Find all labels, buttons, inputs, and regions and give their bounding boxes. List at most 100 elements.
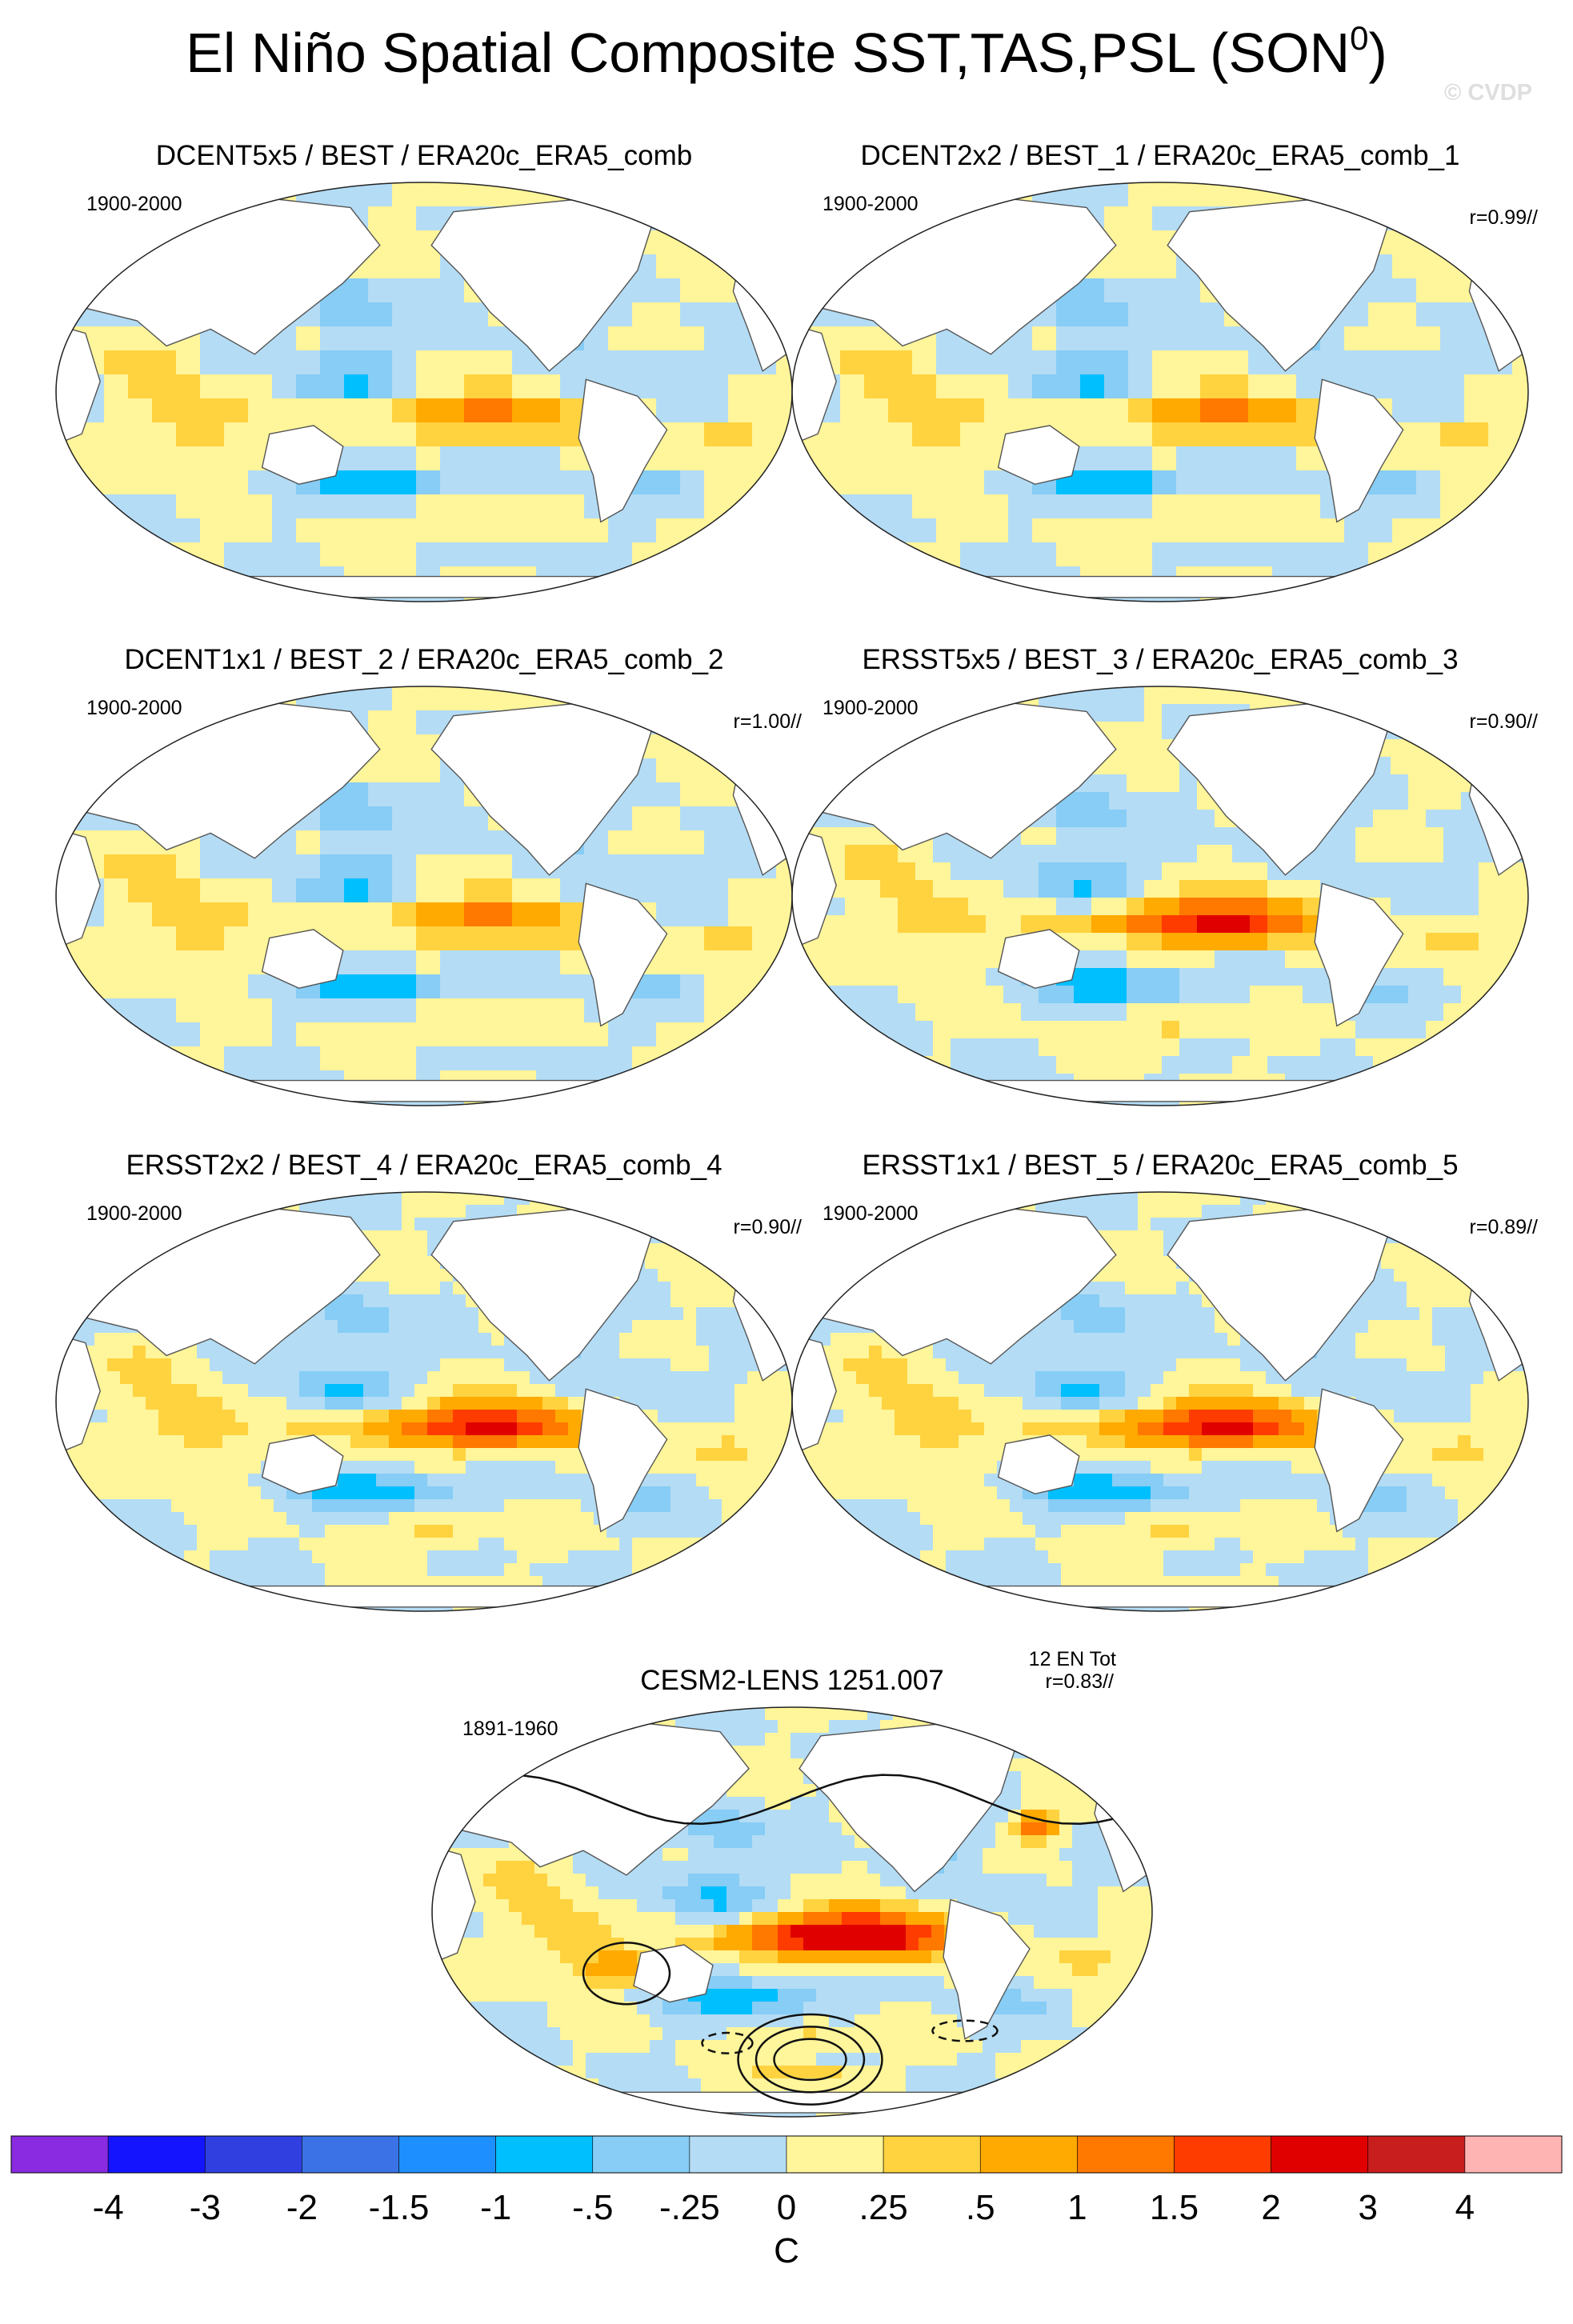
field-cell [176, 470, 201, 495]
field-cell [1496, 1038, 1515, 1057]
field-cell [1080, 422, 1105, 447]
field-cell [645, 1294, 658, 1308]
field-cell [427, 1282, 441, 1295]
field-cell [1445, 1230, 1459, 1244]
field-cell [680, 734, 705, 759]
field-cell [696, 1474, 710, 1487]
field-cell [389, 1269, 402, 1282]
field-cell [1128, 206, 1153, 231]
field-cell [146, 1602, 159, 1611]
field-cell [368, 518, 393, 543]
field-cell [752, 206, 777, 231]
field-cell [1091, 986, 1110, 1004]
field-cell [440, 950, 465, 975]
field-cell [1440, 350, 1465, 375]
field-cell [414, 1307, 428, 1321]
field-cell [658, 1384, 671, 1398]
field-cell [1232, 1003, 1251, 1022]
field-cell [248, 1435, 262, 1449]
land-mask [792, 198, 1528, 598]
panel-period: 1900-2000 [86, 697, 182, 719]
field-cell [1003, 986, 1022, 1004]
field-cell [392, 542, 417, 567]
field-cell [416, 854, 441, 879]
field-cell [107, 1256, 121, 1270]
field-cell [670, 1422, 684, 1436]
field-cell [840, 518, 865, 543]
field-cell [1381, 1205, 1395, 1218]
field-cell [568, 1371, 582, 1385]
field-cell [107, 1499, 121, 1513]
landmass [166, 1585, 682, 1608]
field-cell [594, 1192, 607, 1206]
field-cell [696, 1422, 710, 1436]
field-cell [530, 1512, 543, 1526]
field-cell [1003, 880, 1022, 898]
field-cell [530, 1422, 543, 1436]
field-cell [1179, 1056, 1198, 1074]
field-cell [210, 1346, 223, 1359]
field-cell [176, 854, 201, 879]
field-cell [94, 1448, 108, 1462]
field-cell [1128, 542, 1153, 567]
field-cell [152, 374, 177, 399]
field-cell [1039, 880, 1057, 898]
field-cell [786, 1550, 792, 1564]
field-cell [1215, 880, 1233, 898]
field-cell [1179, 1021, 1198, 1039]
field-cell [792, 542, 817, 567]
field-cell [722, 1256, 735, 1270]
field-cell [478, 1410, 492, 1423]
field-cell [606, 1346, 620, 1359]
field-cell [248, 1448, 262, 1462]
field-cell [683, 1371, 697, 1385]
field-cell [1464, 422, 1489, 447]
field-cell [1338, 686, 1356, 705]
field-cell [827, 898, 846, 916]
field-cell [728, 542, 753, 567]
field-cell [133, 1435, 146, 1449]
field-cell [792, 494, 817, 519]
field-cell [299, 1538, 313, 1551]
field-cell [933, 1091, 951, 1106]
field-cell [1355, 1056, 1374, 1074]
field-cell [453, 1384, 466, 1398]
field-cell [863, 722, 881, 740]
field-cell [1224, 398, 1249, 423]
field-cell [197, 1410, 210, 1423]
field-cell [670, 1410, 684, 1423]
field-cell [645, 1358, 658, 1372]
field-cell [933, 1205, 947, 1218]
field-cell [1285, 950, 1303, 969]
field-cell [1445, 1218, 1459, 1231]
field-cell [1496, 1003, 1515, 1022]
field-cell [488, 830, 513, 855]
map-panel: ERSST5x5 / BEST_3 / ERA20c_ERA5_comb_319… [791, 644, 1538, 1106]
field-cell [608, 590, 633, 602]
field-cell [392, 758, 417, 783]
field-cell [840, 422, 865, 447]
field-cell [1176, 1192, 1190, 1206]
field-cell [608, 302, 633, 327]
field-cell [296, 1046, 321, 1071]
field-cell [176, 974, 201, 999]
field-cell [1109, 898, 1127, 916]
field-cell [1267, 1056, 1286, 1074]
field-cell [1039, 845, 1057, 863]
field-cell [1074, 686, 1092, 705]
field-cell [555, 1512, 569, 1526]
field-cell [915, 933, 934, 951]
field-cell [734, 1410, 748, 1423]
field-cell [1479, 757, 1497, 775]
field-cell [440, 278, 465, 303]
field-cell [158, 1435, 172, 1449]
field-cell [133, 1486, 146, 1500]
field-cell [414, 1474, 428, 1487]
field-cell [608, 1046, 633, 1071]
field-cell [299, 1410, 313, 1423]
field-cell [656, 398, 681, 423]
field-cell [104, 542, 129, 567]
field-cell [200, 374, 225, 399]
field-cell [94, 1602, 108, 1611]
field-cell [402, 1243, 415, 1257]
